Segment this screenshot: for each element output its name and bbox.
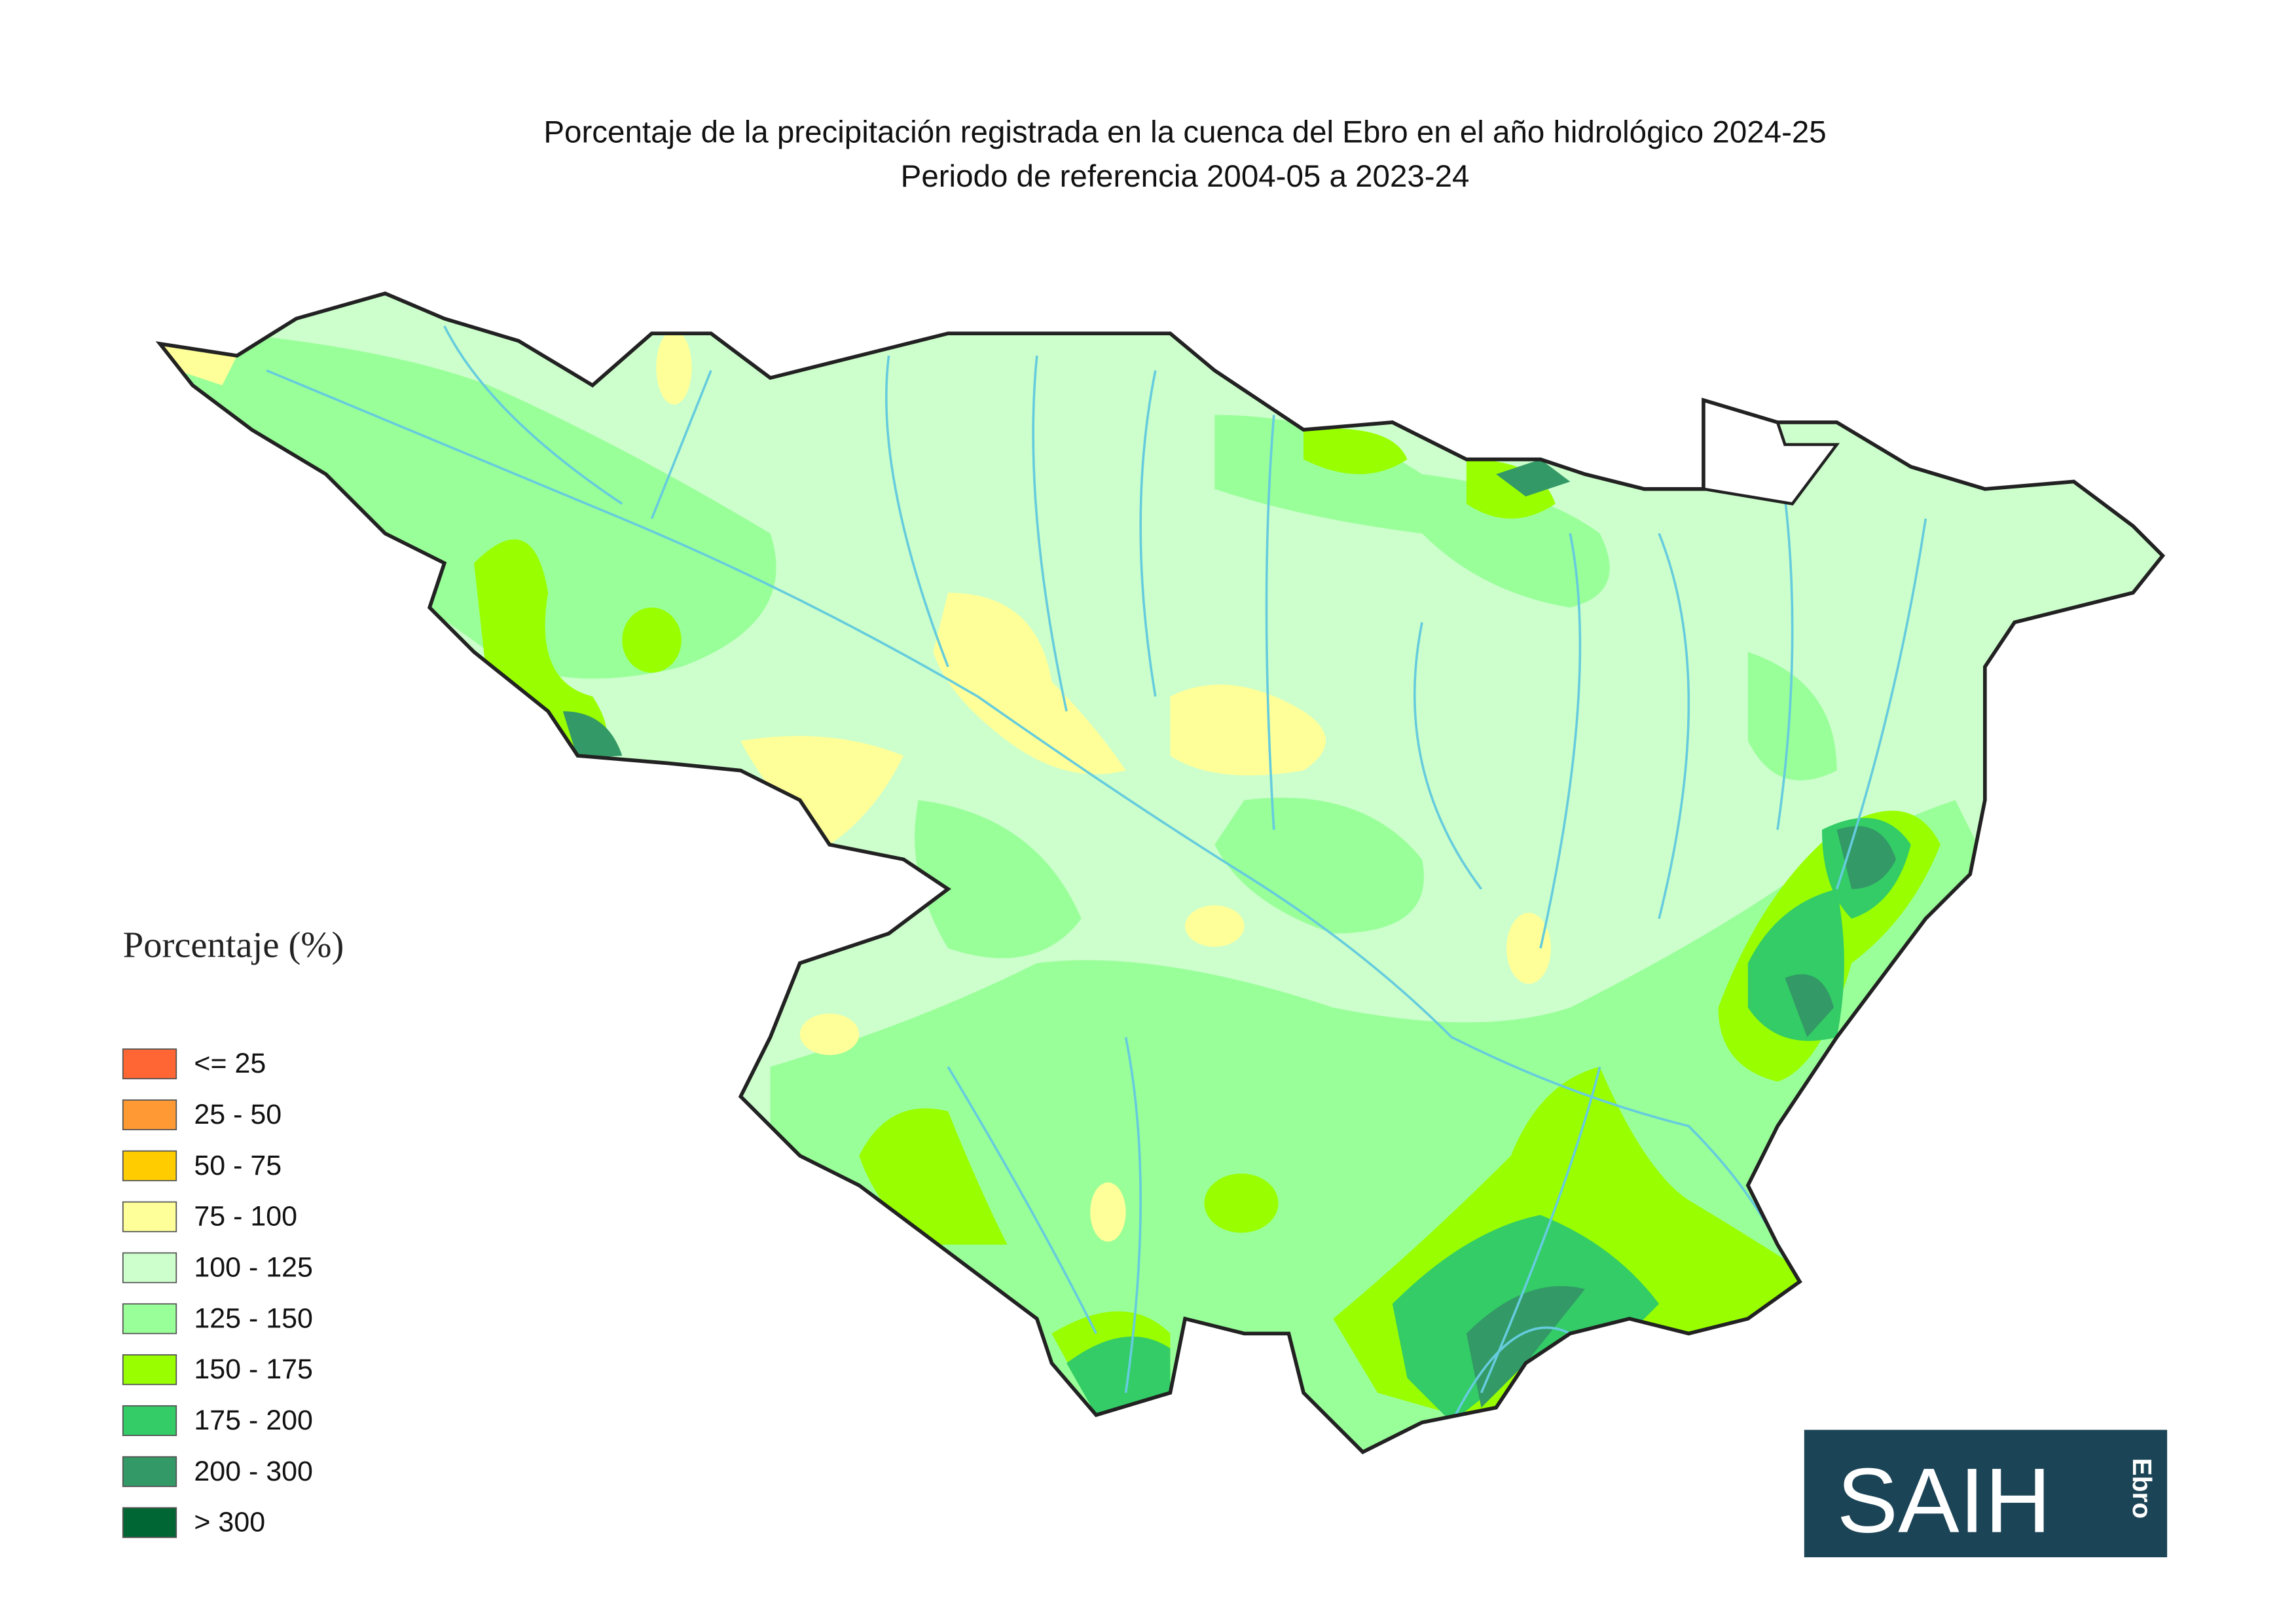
legend-swatch (122, 1150, 177, 1181)
zone (859, 1108, 1008, 1245)
legend-label: 125 - 150 (194, 1302, 313, 1334)
zone (1170, 684, 1326, 776)
legend-title: Porcentaje (%) (123, 925, 344, 966)
river (947, 1037, 1601, 1423)
legend-label: 75 - 100 (194, 1201, 297, 1232)
zone (1066, 1336, 1171, 1415)
legend-swatch (122, 1405, 177, 1436)
zone (740, 735, 904, 845)
logo-text: SAIH (1837, 1449, 2051, 1552)
zone (1090, 1182, 1126, 1242)
legend-swatch (122, 1456, 177, 1487)
zone (1506, 912, 1551, 984)
zone (1747, 652, 1837, 781)
legend-swatch (122, 1252, 177, 1283)
legend-label: <= 25 (194, 1048, 266, 1079)
zone (933, 593, 1126, 775)
legend-label: 150 - 175 (194, 1354, 313, 1385)
zone (1496, 459, 1571, 497)
legend-label: 200 - 300 (194, 1456, 313, 1487)
legend-swatch (122, 1099, 177, 1131)
river (443, 325, 1927, 949)
zone (160, 325, 776, 679)
legend-swatch (122, 1507, 177, 1538)
map-title: Porcentaje de la precipitación registrad… (543, 115, 1826, 149)
basin-map (160, 293, 2163, 1452)
legend-label: 50 - 75 (194, 1150, 282, 1181)
zone (562, 711, 623, 759)
legend-swatch (122, 1354, 177, 1386)
legend-swatch (122, 1201, 177, 1232)
zone (915, 800, 1082, 959)
zone (1303, 428, 1408, 475)
legend-swatch (122, 1048, 177, 1080)
zone (656, 330, 692, 405)
zone (799, 1013, 860, 1056)
legend-label: 175 - 200 (194, 1405, 313, 1436)
zone (1214, 798, 1424, 934)
zone (1785, 974, 1834, 1037)
zone (1466, 459, 1556, 519)
logo-subtext: Ebro (2127, 1458, 2157, 1519)
zone (622, 607, 682, 673)
legend: Porcentaje (%) <= 25 25 - 50 50 - 75 75 - 1… (122, 925, 344, 1538)
zone (1185, 905, 1245, 947)
logo: SAIH Ebro (1804, 1430, 2168, 1558)
legend-label: > 300 (194, 1507, 265, 1538)
legend-label: 100 - 125 (194, 1252, 313, 1283)
legend-label: 25 - 50 (194, 1099, 282, 1130)
zone (1204, 1173, 1279, 1233)
legend-swatch (122, 1303, 177, 1335)
logo-box (1804, 1430, 2168, 1558)
map-subtitle: Periodo de referencia 2004-05 a 2023-24 (901, 159, 1470, 194)
zone (1466, 1286, 1585, 1408)
river (266, 369, 1779, 1246)
